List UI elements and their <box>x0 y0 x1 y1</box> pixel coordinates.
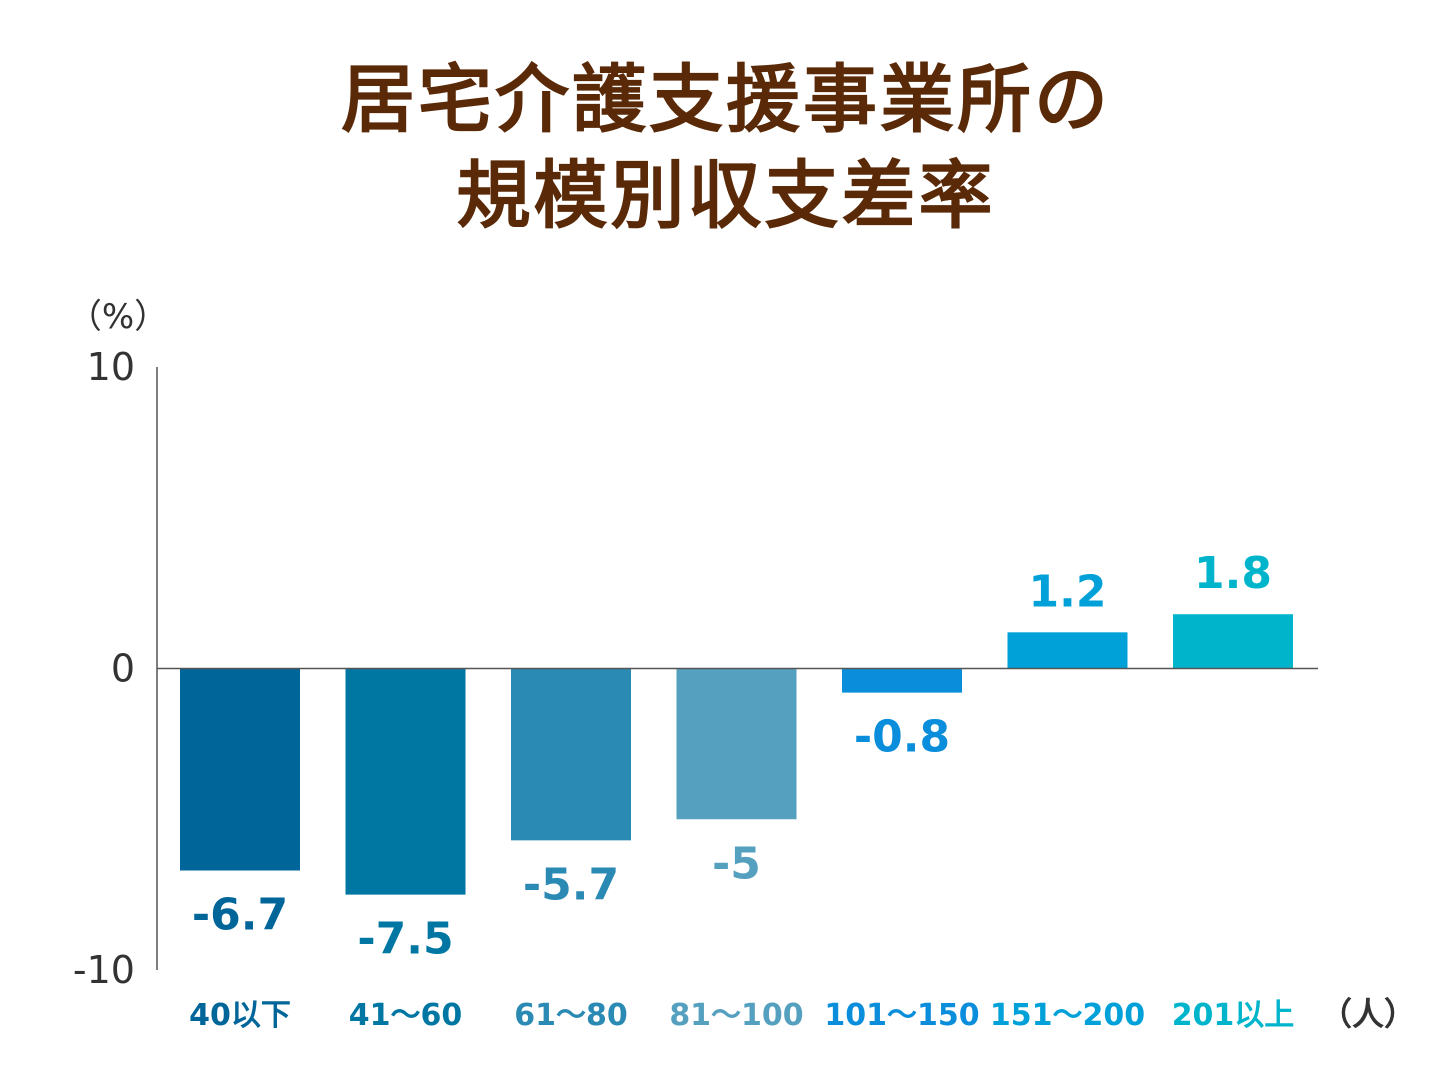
bar-value-label: 1.2 <box>1029 566 1107 617</box>
bar <box>345 668 466 895</box>
bar <box>1173 614 1293 669</box>
bar-value-label: 1.8 <box>1194 548 1272 599</box>
x-category-label: 101〜150 <box>824 998 979 1033</box>
plot-area: 10 0 -10 -6.7 40以下 -7.5 41〜60 -5.7 61〜80 -5 81〜100… <box>73 345 1318 1033</box>
x-category-label: 81〜100 <box>669 998 803 1033</box>
y-tick-label: -10 <box>73 948 135 992</box>
bar-value-label: -7.5 <box>357 914 453 965</box>
bar <box>180 668 300 871</box>
bar <box>1007 632 1128 669</box>
bar <box>511 668 631 841</box>
y-tick-label: 0 <box>111 647 135 691</box>
x-category-label: 61〜80 <box>514 998 628 1033</box>
bar-value-label: -5.7 <box>523 859 619 910</box>
bar <box>842 668 962 693</box>
y-tick-label: 10 <box>87 345 135 389</box>
chart-title-line-1: 居宅介護支援事業所の <box>341 57 1111 143</box>
bar-value-label: -5 <box>712 838 761 889</box>
x-axis-unit-label: （人） <box>1320 995 1416 1033</box>
bar-value-label: -6.7 <box>192 890 288 941</box>
chart-title: 居宅介護支援事業所の 規模別収支差率 <box>0 52 1452 244</box>
bar-value-label: -0.8 <box>854 712 950 763</box>
x-category-label: 201以上 <box>1172 998 1295 1033</box>
y-axis-unit-label: （%） <box>68 297 168 337</box>
x-category-label: 41〜60 <box>349 998 463 1033</box>
bar <box>676 668 797 820</box>
chart-title-line-2: 規模別収支差率 <box>456 153 996 239</box>
x-category-label: 40以下 <box>189 998 291 1033</box>
x-category-label: 151〜200 <box>990 998 1145 1033</box>
